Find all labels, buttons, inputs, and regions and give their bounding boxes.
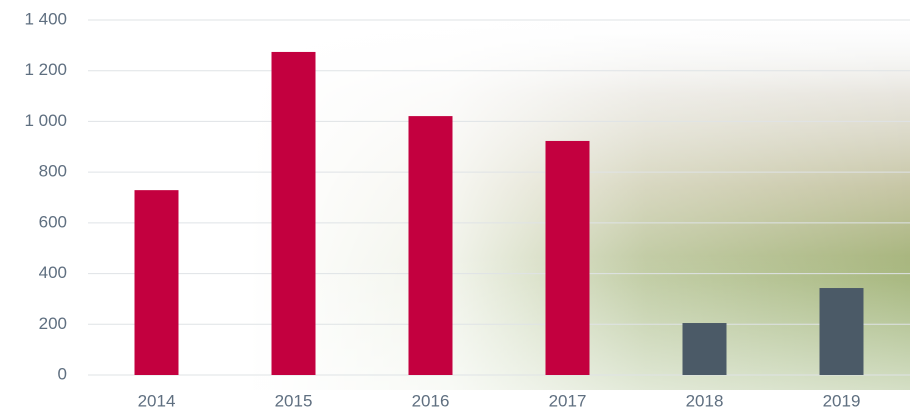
- x-tick-label: 2016: [412, 391, 450, 410]
- chart: 0 200 400 600 800 1 000 1 200 1 400 2014 2015 2016…: [0, 0, 910, 412]
- y-tick-label: 0: [58, 364, 67, 383]
- y-tick-label: 600: [39, 212, 67, 231]
- bar: [820, 288, 864, 375]
- x-tick-label: 2019: [823, 391, 861, 410]
- bar: [546, 141, 590, 375]
- y-tick-label: 1 400: [24, 9, 67, 28]
- bar: [409, 116, 453, 375]
- y-tick-label: 400: [39, 263, 67, 282]
- x-tick-label: 2015: [275, 391, 313, 410]
- bar: [683, 323, 727, 375]
- x-tick-label: 2017: [549, 391, 587, 410]
- x-tick-label: 2018: [686, 391, 724, 410]
- y-tick-label: 200: [39, 314, 67, 333]
- y-tick-label: 1 000: [24, 111, 67, 130]
- y-tick-label: 1 200: [24, 60, 67, 79]
- bar: [135, 190, 179, 375]
- x-tick-label: 2014: [138, 391, 176, 410]
- bar: [272, 52, 316, 375]
- y-tick-label: 800: [39, 162, 67, 181]
